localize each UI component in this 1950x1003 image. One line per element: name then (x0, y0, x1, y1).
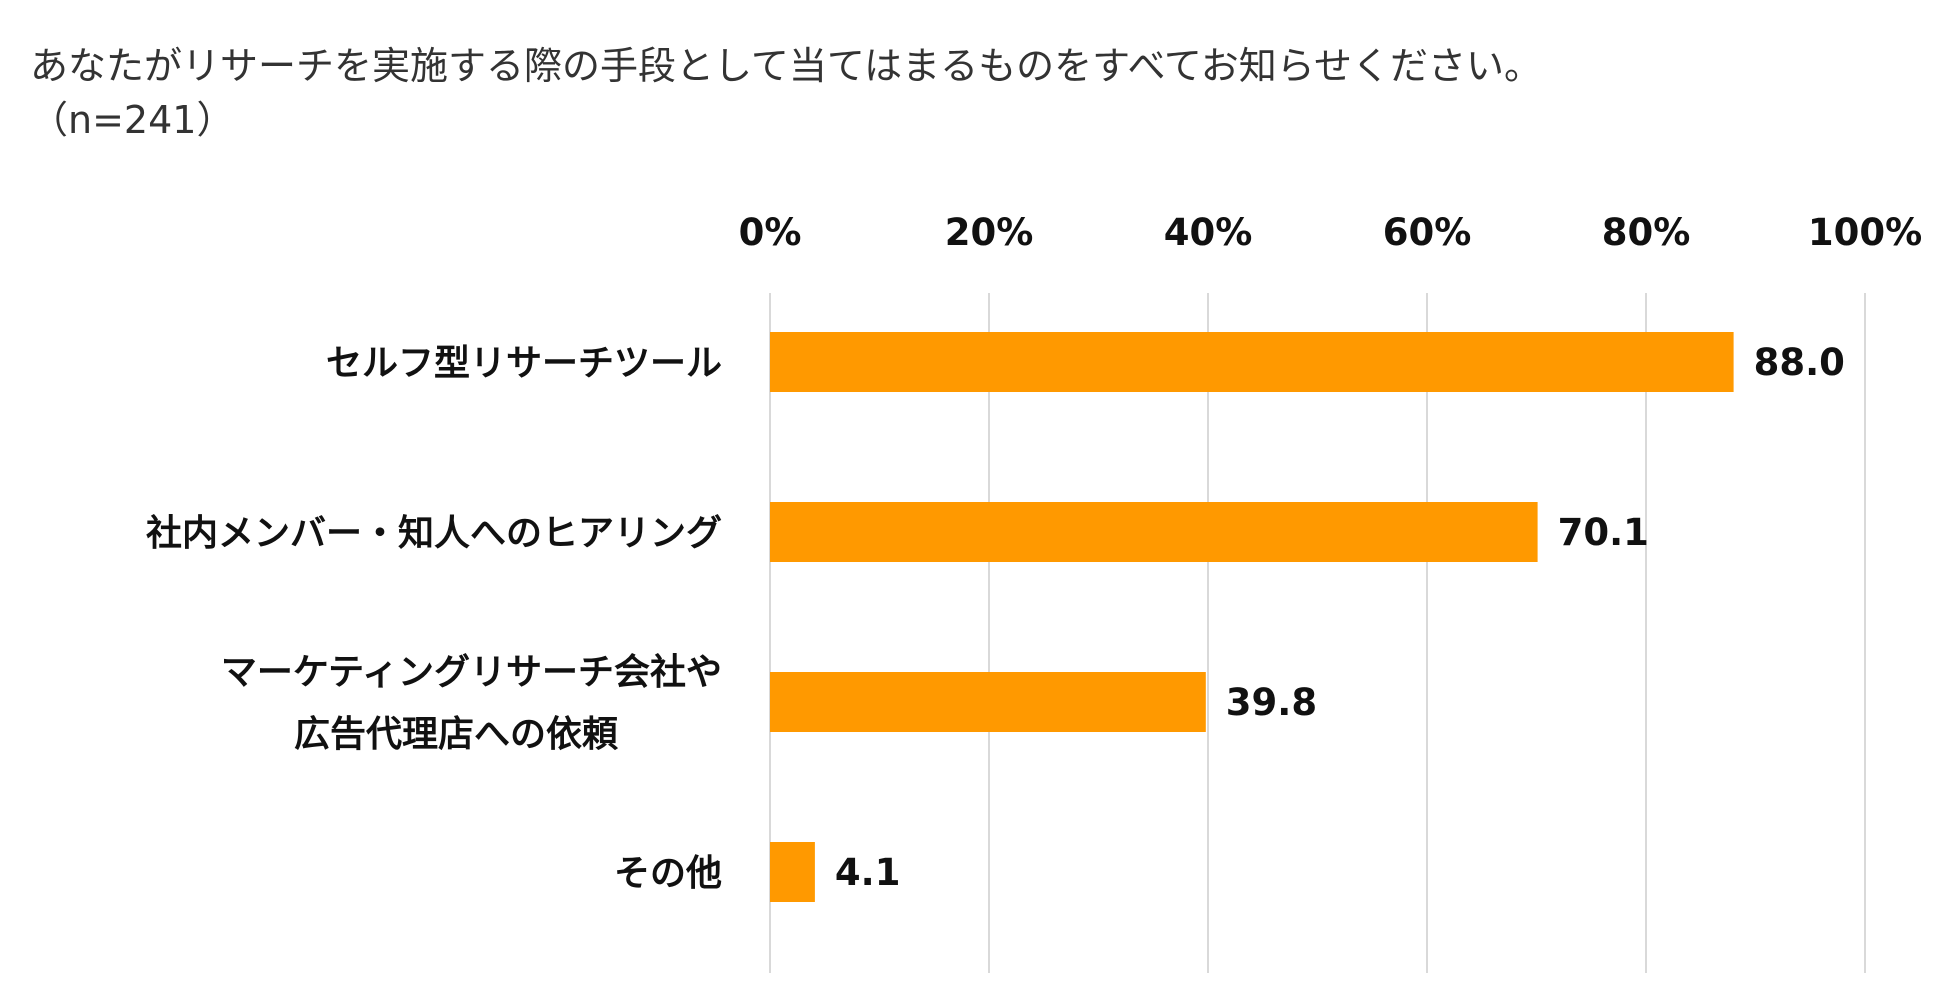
category-label: 社内メンバー・知人へのヒアリング (146, 513, 722, 554)
bar (770, 332, 1734, 392)
data-label: 4.1 (835, 851, 901, 894)
category-label: 広告代理店への依頼 (294, 714, 619, 755)
bar (770, 672, 1206, 732)
data-label: 70.1 (1558, 511, 1649, 554)
category-label: マーケティングリサーチ会社や (221, 652, 722, 693)
chart-title: あなたがリサーチを実施する際の手段として当てはまるものをすべてお知らせください。 (30, 44, 1543, 88)
x-tick-label: 40% (1164, 211, 1253, 254)
x-tick-label: 100% (1808, 211, 1922, 254)
data-label: 88.0 (1754, 341, 1845, 384)
x-tick-label: 80% (1602, 211, 1691, 254)
chart-subtitle: （n=241） (30, 98, 235, 142)
bar (770, 842, 815, 902)
data-label: 39.8 (1226, 681, 1317, 724)
x-tick-label: 0% (739, 211, 802, 254)
category-label: その他 (614, 853, 722, 894)
x-tick-label: 20% (945, 211, 1034, 254)
bar (770, 502, 1538, 562)
x-tick-label: 60% (1383, 211, 1472, 254)
category-label: セルフ型リサーチツール (326, 343, 722, 384)
